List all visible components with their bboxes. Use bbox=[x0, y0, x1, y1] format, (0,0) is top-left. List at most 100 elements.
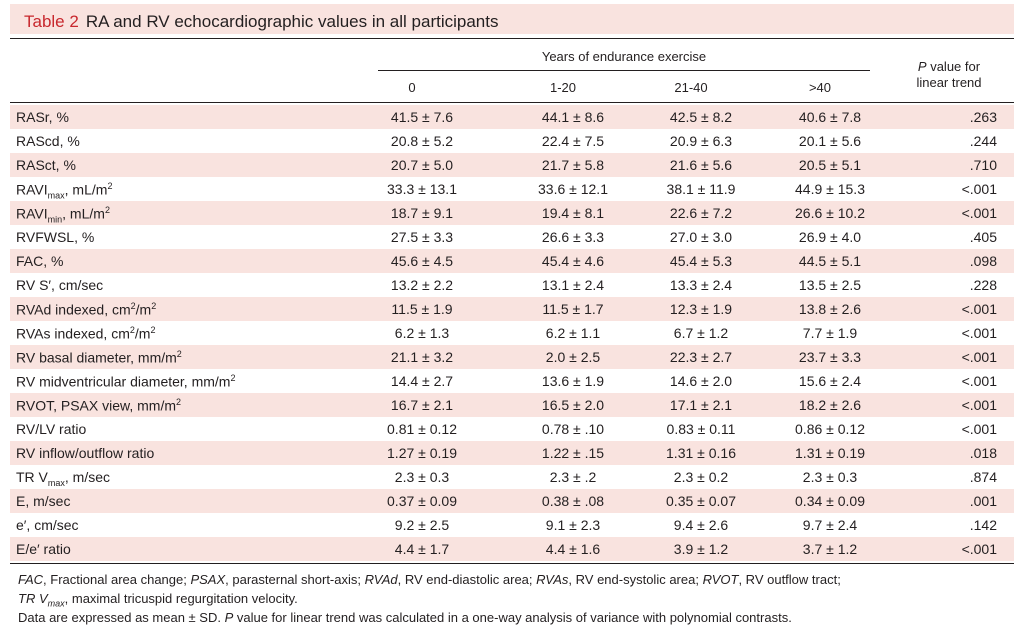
cell-value: 6.7 ± 1.2 bbox=[673, 325, 729, 341]
row-label: E, m/sec bbox=[16, 493, 71, 509]
cell-p-value: <.001 bbox=[961, 181, 997, 197]
cell-p-value: .263 bbox=[969, 109, 997, 125]
cell-value: 26.9 ± 4.0 bbox=[798, 229, 862, 245]
cell-value: 11.5 ± 1.9 bbox=[391, 301, 453, 317]
footnote-definition: , RV outflow tract; bbox=[738, 572, 841, 587]
cell-value: 3.7 ± 1.2 bbox=[802, 541, 858, 557]
cell-value: 0.83 ± 0.11 bbox=[666, 421, 736, 437]
cell-value: 9.2 ± 2.5 bbox=[394, 517, 450, 533]
cell-value: 13.3 ± 2.4 bbox=[669, 277, 733, 293]
cell-value: 26.6 ± 10.2 bbox=[795, 205, 865, 221]
cell-value: 2.3 ± 0.3 bbox=[394, 469, 450, 485]
table-row: RVAd indexed, cm2/m2 11.5 ± 1.9 11.5 ± 1.7… bbox=[10, 297, 1014, 321]
cell-value: 13.2 ± 2.2 bbox=[390, 277, 454, 293]
group-header: Years of endurance exercise bbox=[541, 49, 707, 64]
cell-value: 13.6 ± 1.9 bbox=[541, 373, 605, 389]
table-row: RVOT, PSAX view, mm/m2 16.7 ± 2.1 16.5 ± 2… bbox=[10, 393, 1014, 417]
row-label: RV midventricular diameter, mm/m2 bbox=[16, 373, 236, 390]
cell-value: 2.3 ± 0.3 bbox=[802, 469, 858, 485]
cell-value: 4.4 ± 1.7 bbox=[394, 541, 450, 557]
cell-value: 20.9 ± 6.3 bbox=[669, 133, 733, 149]
cell-value: 4.4 ± 1.6 bbox=[545, 541, 601, 557]
footnote-abbr: PSAX bbox=[190, 572, 226, 587]
cell-value: 2.3 ± 0.2 bbox=[673, 469, 729, 485]
cell-value: 45.4 ± 5.3 bbox=[669, 253, 733, 269]
table-row: RVAs indexed, cm2/m2 6.2 ± 1.3 6.2 ± 1.1 6.… bbox=[10, 321, 1014, 345]
footnote-data-note: Data are expressed as mean ± SD. P value… bbox=[18, 610, 792, 625]
column-header-0: 0 bbox=[408, 80, 416, 95]
footnote-abbreviations: FAC, Fractional area change; PSAX, paras… bbox=[18, 572, 841, 587]
footnote-abbr: RVOT bbox=[702, 572, 739, 587]
cell-value: 21.1 ± 3.2 bbox=[390, 349, 454, 365]
cell-value: 7.7 ± 1.9 bbox=[802, 325, 858, 341]
p-italic: P bbox=[917, 59, 927, 74]
cell-value: 44.9 ± 15.3 bbox=[795, 181, 865, 197]
footnote-abbr: RVAd bbox=[364, 572, 398, 587]
cell-value: 13.5 ± 2.5 bbox=[798, 277, 862, 293]
cell-p-value: .710 bbox=[969, 157, 997, 173]
group-underline bbox=[378, 70, 870, 71]
p-value-header-line2: linear trend bbox=[916, 75, 982, 90]
table-row: RV S′, cm/sec 13.2 ± 2.2 13.1 ± 2.4 13.3 ± … bbox=[10, 273, 1014, 297]
footnote-p-italic: P bbox=[224, 610, 234, 625]
table-row: RASct, % 20.7 ± 5.0 21.7 ± 5.8 21.6 ± 5.6 20… bbox=[10, 153, 1014, 177]
row-label: RVFWSL, % bbox=[16, 229, 95, 245]
cell-value: 2.0 ± 2.5 bbox=[545, 349, 601, 365]
cell-value: 16.7 ± 2.1 bbox=[390, 397, 454, 413]
footnote-definition: , RV end-diastolic area; bbox=[397, 572, 537, 587]
cell-value: 41.5 ± 7.6 bbox=[390, 109, 454, 125]
column-header-21-40: 21-40 bbox=[674, 80, 708, 95]
cell-value: 6.2 ± 1.1 bbox=[545, 325, 601, 341]
cell-p-value: <.001 bbox=[961, 373, 997, 389]
row-label: RV/LV ratio bbox=[16, 421, 87, 437]
cell-p-value: .018 bbox=[969, 445, 997, 461]
cell-value: 21.6 ± 5.6 bbox=[669, 157, 733, 173]
cell-value: 14.6 ± 2.0 bbox=[669, 373, 733, 389]
row-label: RVAd indexed, cm2/m2 bbox=[16, 301, 157, 318]
cell-value: 42.5 ± 8.2 bbox=[669, 109, 733, 125]
footnote-definition: , parasternal short-axis; bbox=[225, 572, 365, 587]
table-row: E/e′ ratio 4.4 ± 1.7 4.4 ± 1.6 3.9 ± 1.2 3.7… bbox=[10, 537, 1014, 561]
cell-value: 13.1 ± 2.4 bbox=[541, 277, 605, 293]
cell-value: 0.86 ± 0.12 bbox=[795, 421, 865, 437]
footnote-data-b: value for linear trend was calculated in… bbox=[233, 610, 792, 625]
cell-value: 15.6 ± 2.4 bbox=[798, 373, 862, 389]
table-title: Table 2 RA and RV echocardiographic value… bbox=[24, 12, 498, 32]
table-row: RV midventricular diameter, mm/m2 14.4 ± … bbox=[10, 369, 1014, 393]
cell-value: 19.4 ± 8.1 bbox=[541, 205, 605, 221]
column-header-over-40: >40 bbox=[808, 80, 832, 95]
table-label: Table 2 bbox=[24, 12, 79, 31]
cell-value: 0.81 ± 0.12 bbox=[387, 421, 457, 437]
cell-p-value: .001 bbox=[969, 493, 997, 509]
cell-value: 45.6 ± 4.5 bbox=[390, 253, 454, 269]
row-label: TR Vmax, m/sec bbox=[16, 469, 111, 488]
cell-value: 27.5 ± 3.3 bbox=[390, 229, 454, 245]
table-row: RVFWSL, % 27.5 ± 3.3 26.6 ± 3.3 27.0 ± 3.0 2… bbox=[10, 225, 1014, 249]
row-label: RAVImax, mL/m2 bbox=[16, 181, 113, 201]
footnote-tr-vmax-term: TR Vmax bbox=[18, 591, 65, 609]
footnote-data-a: Data are expressed as mean ± SD. bbox=[18, 610, 225, 625]
cell-value: 40.6 ± 7.8 bbox=[798, 109, 862, 125]
cell-value: 18.7 ± 9.1 bbox=[390, 205, 454, 221]
row-label: RV basal diameter, mm/m2 bbox=[16, 349, 182, 366]
row-label: RASct, % bbox=[16, 157, 76, 173]
cell-p-value: .098 bbox=[969, 253, 997, 269]
cell-value: 27.0 ± 3.0 bbox=[669, 229, 733, 245]
cell-p-value: .874 bbox=[969, 469, 997, 485]
cell-value: 45.4 ± 4.6 bbox=[541, 253, 605, 269]
row-label: RASr, % bbox=[16, 109, 69, 125]
footnote-tr-v: TR V bbox=[18, 591, 48, 606]
row-label: E/e′ ratio bbox=[16, 541, 71, 557]
cell-value: 44.1 ± 8.6 bbox=[541, 109, 605, 125]
footnote-abbr: RVAs bbox=[536, 572, 569, 587]
footnote-tr-text: , maximal tricuspid regurgitation veloci… bbox=[64, 591, 298, 606]
cell-value: 0.38 ± .08 bbox=[541, 493, 605, 509]
cell-value: 3.9 ± 1.2 bbox=[673, 541, 729, 557]
cell-p-value: <.001 bbox=[961, 541, 997, 557]
cell-value: 20.1 ± 5.6 bbox=[798, 133, 862, 149]
cell-value: 6.2 ± 1.3 bbox=[394, 325, 450, 341]
cell-value: 44.5 ± 5.1 bbox=[798, 253, 862, 269]
header-rule bbox=[10, 102, 1014, 103]
table-caption: RA and RV echocardiographic values in al… bbox=[85, 12, 499, 31]
table-row: RAVImax, mL/m2 33.3 ± 13.1 33.6 ± 12.1 38.1… bbox=[10, 177, 1014, 201]
